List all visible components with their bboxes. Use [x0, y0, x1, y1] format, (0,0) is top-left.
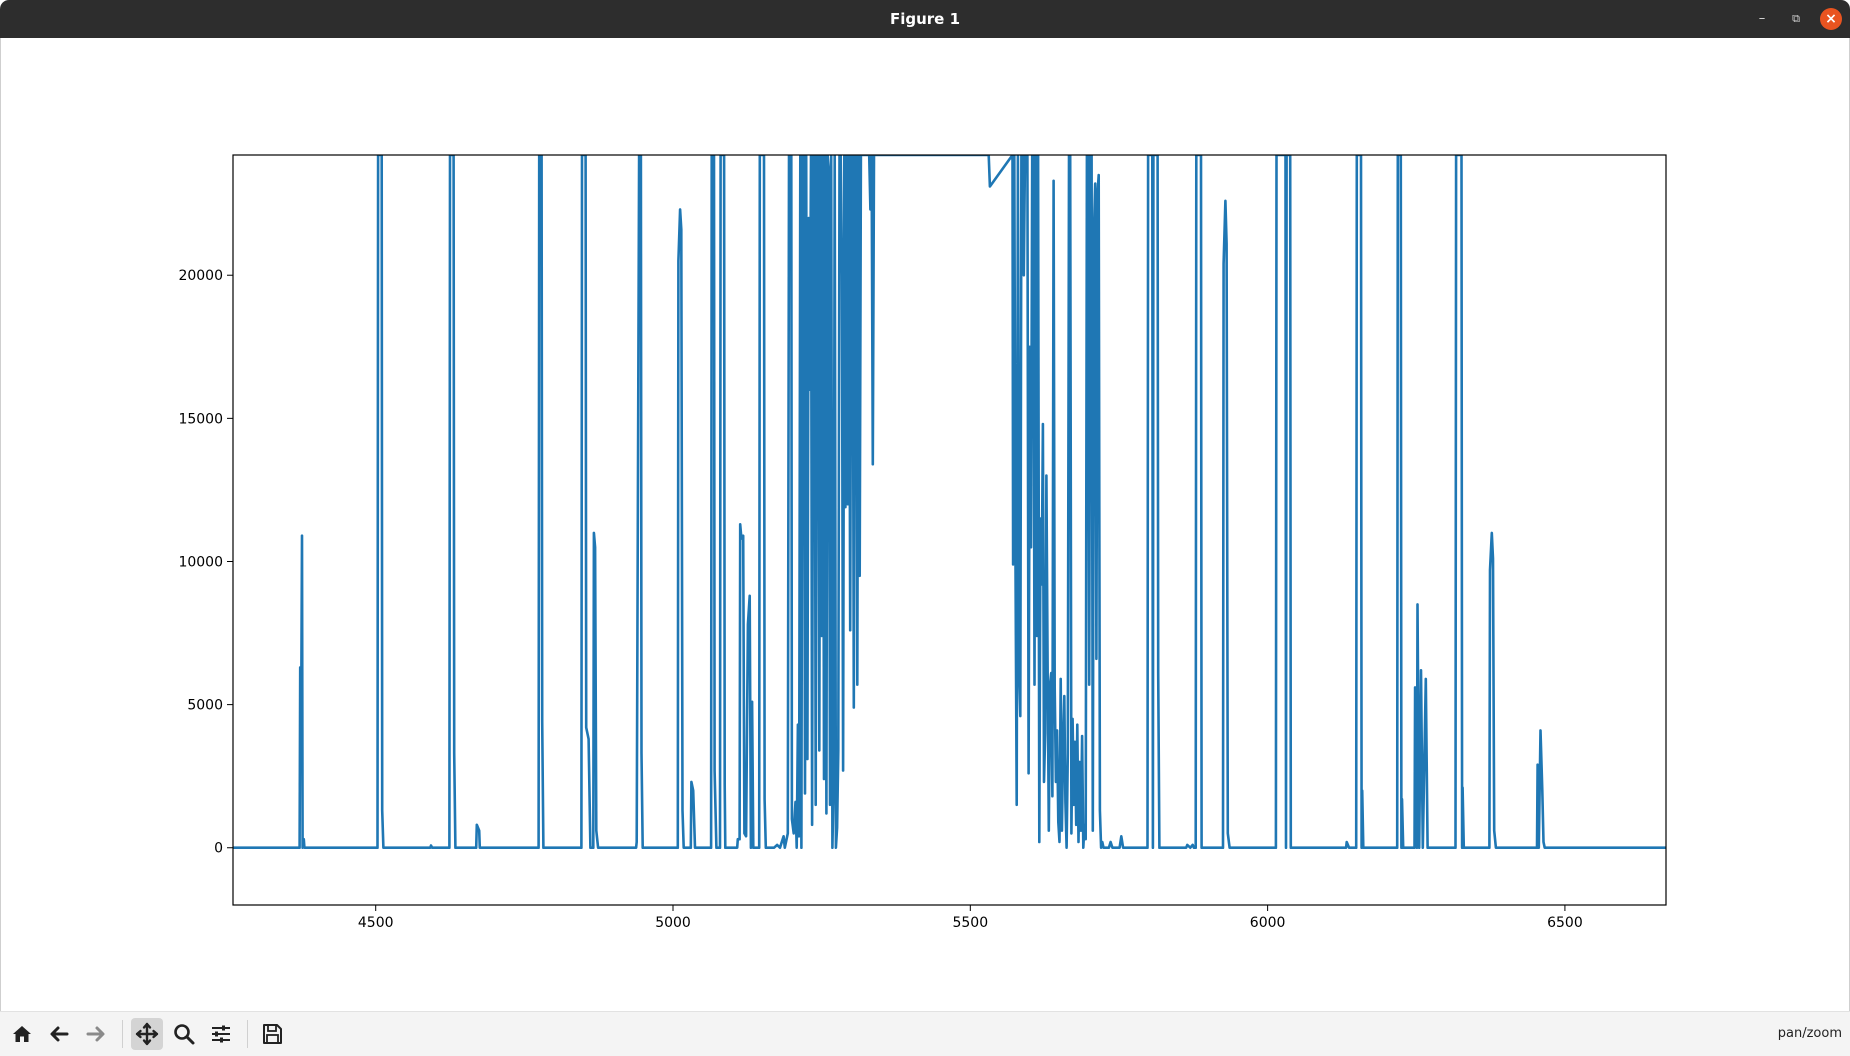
x-tick-label: 6000 — [1250, 915, 1286, 931]
mode-label: pan/zoom — [1777, 1026, 1842, 1041]
y-tick-label: 0 — [214, 841, 223, 857]
minimize-icon[interactable]: – — [1758, 11, 1766, 26]
y-tick-label: 20000 — [178, 268, 223, 284]
home-icon[interactable] — [6, 1018, 38, 1050]
y-tick-label: 15000 — [178, 411, 223, 427]
toolbar-separator — [122, 1020, 123, 1048]
y-tick-label: 10000 — [178, 554, 223, 570]
navigation-toolbar: pan/zoom — [0, 1011, 1850, 1056]
data-series-line-0 — [233, 155, 1666, 849]
x-tick-label: 4500 — [358, 915, 394, 931]
plot-svg[interactable]: 4500 5000 5500 6000 6500 0 5000 10000 15000 20000 — [1, 38, 1849, 1011]
zoom-icon[interactable] — [168, 1018, 200, 1050]
save-icon[interactable] — [256, 1018, 288, 1050]
axes-frame — [232, 154, 1667, 906]
configure-subplots-icon[interactable] — [205, 1018, 237, 1050]
x-tick-label: 5500 — [952, 915, 988, 931]
y-tick-label: 5000 — [187, 698, 223, 714]
x-tick-label: 6500 — [1547, 915, 1583, 931]
window-border-left — [0, 38, 1, 1055]
back-arrow-icon[interactable] — [43, 1018, 75, 1050]
window-titlebar[interactable]: Figure 1 – ⧉ × — [0, 0, 1850, 38]
x-tick-label: 5000 — [655, 915, 691, 931]
window-title: Figure 1 — [889, 10, 961, 28]
maximize-icon[interactable]: ⧉ — [1792, 12, 1800, 25]
figure-canvas[interactable]: 4500 5000 5500 6000 6500 0 5000 10000 15000 20000 — [1, 38, 1849, 1011]
forward-arrow-icon[interactable] — [80, 1018, 112, 1050]
pan-icon[interactable] — [131, 1018, 163, 1050]
toolbar-separator — [247, 1020, 248, 1048]
close-icon[interactable]: × — [1820, 8, 1842, 30]
